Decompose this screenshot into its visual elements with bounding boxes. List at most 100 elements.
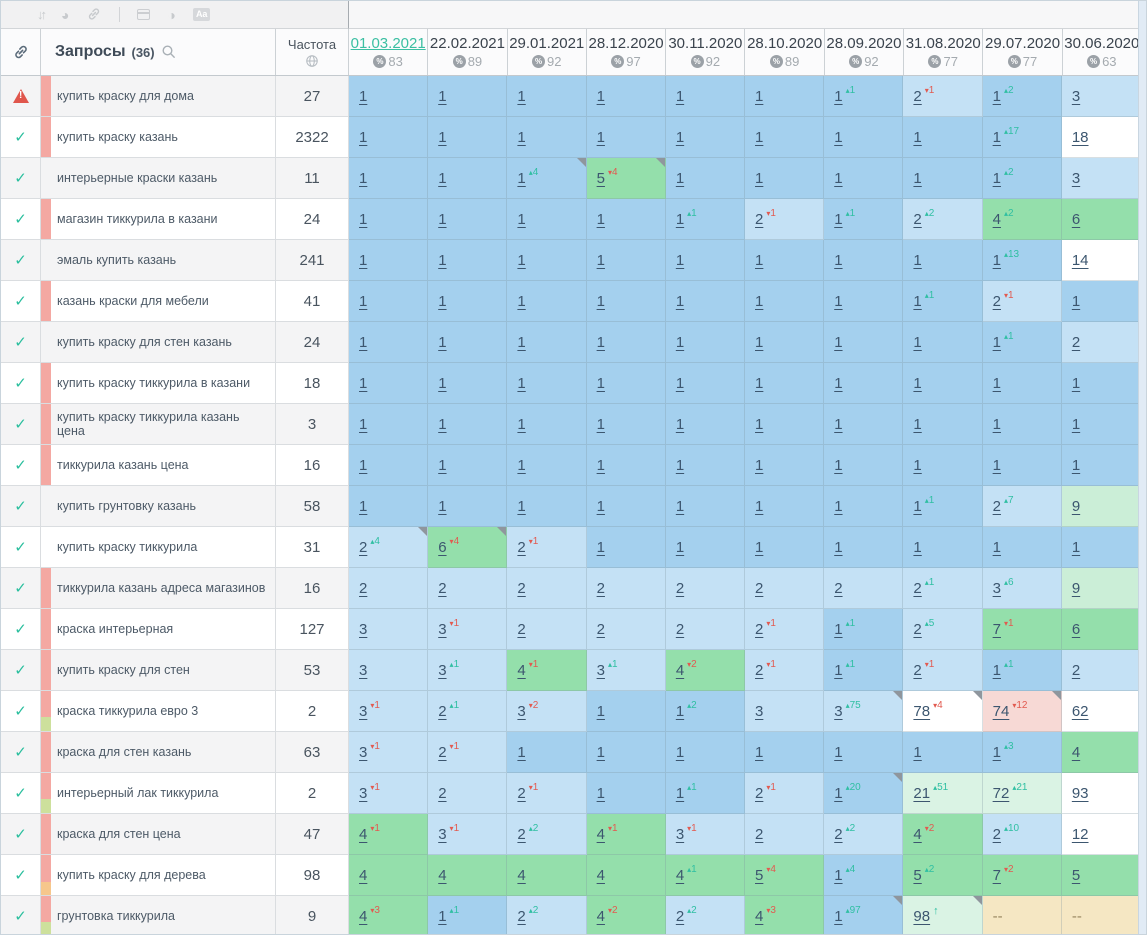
position-value[interactable]: 14 — [1071, 251, 1089, 269]
position-value[interactable]: 1 — [438, 87, 447, 105]
position-value[interactable]: 1 — [438, 907, 447, 925]
position-value[interactable]: 2 — [992, 292, 1001, 310]
date-link[interactable]: 29.01.2021 — [509, 35, 585, 52]
position-value[interactable]: 74 — [992, 702, 1010, 720]
position-value[interactable]: 1 — [438, 374, 447, 392]
position-value[interactable]: 1 — [992, 251, 1001, 269]
position-value[interactable]: 1 — [755, 292, 764, 310]
position-value[interactable]: 1 — [596, 292, 605, 310]
position-value[interactable]: 2 — [755, 620, 764, 638]
position-value[interactable]: 4 — [755, 907, 764, 925]
position-value[interactable]: 7 — [992, 866, 1001, 884]
position-value[interactable]: 1 — [1071, 415, 1081, 433]
position-value[interactable]: 3 — [992, 579, 1001, 597]
position-value[interactable]: 2 — [675, 907, 685, 925]
position-value[interactable]: 2 — [913, 579, 922, 597]
position-value[interactable]: 12 — [1071, 825, 1089, 843]
position-value[interactable]: 1 — [675, 333, 685, 351]
position-value[interactable]: 1 — [755, 415, 764, 433]
position-value[interactable]: 98 — [913, 907, 931, 925]
position-value[interactable]: 2 — [675, 579, 685, 597]
date-link[interactable]: 29.07.2020 — [984, 35, 1061, 52]
position-value[interactable]: 1 — [596, 702, 605, 720]
position-value[interactable]: 2 — [755, 784, 764, 802]
position-value[interactable]: 1 — [992, 87, 1001, 105]
keyword-cell[interactable]: купить краску для дерева — [41, 855, 276, 896]
note-corner-icon[interactable] — [497, 527, 507, 536]
position-value[interactable]: 1 — [517, 128, 526, 146]
date-link[interactable]: 22.02.2021 — [429, 35, 505, 52]
date-link[interactable]: 01.03.2021 — [350, 35, 426, 52]
position-value[interactable]: 6 — [438, 538, 447, 556]
position-value[interactable]: 1 — [755, 743, 764, 761]
keyword-cell[interactable]: краска тиккурила евро 3 — [41, 691, 276, 732]
position-value[interactable]: 1 — [834, 784, 843, 802]
keyword-cell[interactable]: купить краску для стен казань — [41, 322, 276, 363]
position-value[interactable]: 1 — [517, 743, 526, 761]
note-corner-icon[interactable] — [893, 773, 903, 782]
keyword-cell[interactable]: тиккурила казань адреса магазинов — [41, 568, 276, 609]
link-icon[interactable] — [12, 43, 30, 61]
position-value[interactable]: 2 — [913, 661, 922, 679]
position-value[interactable]: 1 — [438, 128, 447, 146]
keyword-cell[interactable]: магазин тиккурила в казани — [41, 199, 276, 240]
position-value[interactable]: 1 — [596, 456, 605, 474]
position-value[interactable]: 1 — [675, 292, 685, 310]
position-value[interactable]: 1 — [913, 456, 922, 474]
position-value[interactable]: 3 — [596, 661, 605, 679]
position-value[interactable]: 1 — [913, 333, 922, 351]
position-value[interactable]: 3 — [359, 620, 368, 638]
position-value[interactable]: 3 — [359, 661, 368, 679]
position-value[interactable]: 3 — [438, 825, 447, 843]
position-value[interactable]: 1 — [834, 620, 843, 638]
position-value[interactable]: 1 — [596, 210, 605, 228]
note-corner-icon[interactable] — [972, 896, 982, 905]
position-value[interactable]: 2 — [1071, 333, 1081, 351]
note-corner-icon[interactable] — [418, 527, 428, 536]
position-value[interactable]: 2 — [438, 743, 447, 761]
position-value[interactable]: 1 — [913, 743, 922, 761]
position-value[interactable]: 1 — [438, 251, 447, 269]
position-value[interactable]: 2 — [517, 784, 526, 802]
note-corner-icon[interactable] — [1051, 691, 1061, 700]
position-value[interactable]: 1 — [359, 497, 368, 515]
position-value[interactable]: 2 — [517, 907, 526, 925]
sort-icon[interactable]: ↓↑ — [37, 7, 47, 22]
position-value[interactable]: 1 — [992, 456, 1001, 474]
position-value[interactable]: 1 — [438, 415, 447, 433]
position-value[interactable]: 2 — [1071, 661, 1081, 679]
position-value[interactable]: 3 — [1071, 169, 1081, 187]
keyword-cell[interactable]: краска для стен цена — [41, 814, 276, 855]
position-value[interactable]: 1 — [675, 87, 685, 105]
position-value[interactable]: 4 — [596, 907, 605, 925]
position-value[interactable]: 1 — [992, 538, 1001, 556]
position-value[interactable]: 1 — [755, 374, 764, 392]
position-value[interactable]: 2 — [755, 825, 764, 843]
position-value[interactable]: 1 — [596, 497, 605, 515]
position-value[interactable]: 9 — [1071, 579, 1081, 597]
position-value[interactable]: 6 — [1071, 210, 1081, 228]
position-value[interactable]: 1 — [675, 374, 685, 392]
position-value[interactable]: 5 — [913, 866, 922, 884]
position-value[interactable]: 2 — [992, 497, 1001, 515]
position-value[interactable]: 4 — [359, 907, 368, 925]
position-value[interactable]: 1 — [359, 456, 368, 474]
position-value[interactable]: 1 — [1071, 292, 1081, 310]
position-value[interactable]: 78 — [913, 702, 931, 720]
position-value[interactable]: 2 — [913, 87, 922, 105]
position-value[interactable]: 1 — [438, 333, 447, 351]
position-value[interactable]: 18 — [1071, 128, 1089, 146]
position-value[interactable]: 1 — [834, 251, 843, 269]
position-value[interactable]: 1 — [359, 210, 368, 228]
position-value[interactable]: 1 — [913, 538, 922, 556]
position-value[interactable]: 1 — [438, 497, 447, 515]
position-value[interactable]: 4 — [675, 866, 685, 884]
position-value[interactable]: 1 — [755, 456, 764, 474]
position-value[interactable]: 1 — [992, 661, 1001, 679]
position-value[interactable]: 1 — [992, 128, 1001, 146]
position-value[interactable]: 4 — [596, 866, 605, 884]
position-value[interactable]: 2 — [913, 620, 922, 638]
position-value[interactable]: 4 — [596, 825, 605, 843]
position-value[interactable]: 1 — [517, 292, 526, 310]
position-value[interactable]: 1 — [834, 497, 843, 515]
